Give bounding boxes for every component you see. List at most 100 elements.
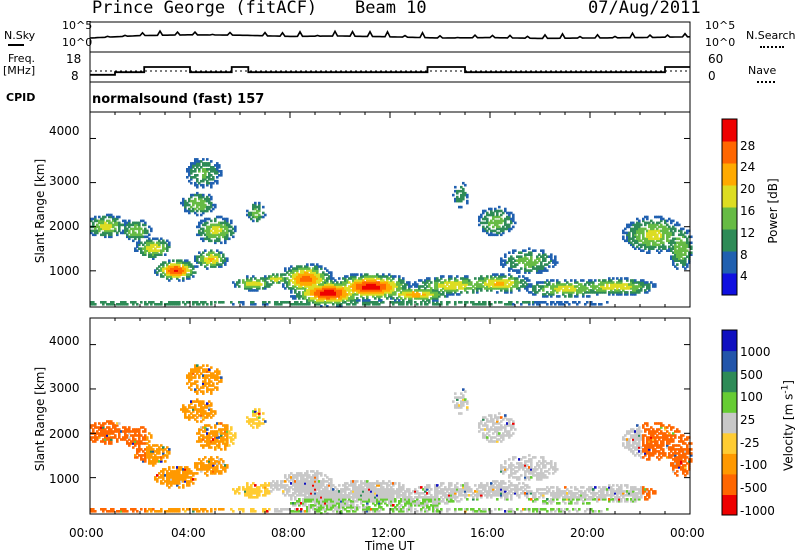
power-cell <box>110 231 113 235</box>
velocity-cell <box>210 390 213 393</box>
power-cell <box>300 285 303 288</box>
velocity-cell <box>216 430 219 433</box>
power-cell <box>442 283 445 286</box>
velocity-cell <box>214 374 217 377</box>
velocity-cell <box>156 458 159 461</box>
power-cell <box>660 225 663 229</box>
power-cell <box>662 227 665 231</box>
velocity-cell <box>202 364 205 367</box>
power-cell <box>314 287 317 290</box>
power-cell <box>158 269 161 272</box>
velocity-cell <box>318 504 321 507</box>
power-cell <box>300 271 303 274</box>
velocity-cell <box>346 504 349 507</box>
power-cell <box>190 273 193 276</box>
nave-label: Nave <box>748 64 777 77</box>
velocity-cell <box>314 494 317 497</box>
power-cell <box>222 253 225 256</box>
velocity-cell <box>178 486 181 489</box>
power-cell <box>466 301 469 304</box>
power-cell <box>158 253 161 256</box>
velocity-cell <box>178 476 181 479</box>
power-cell <box>218 255 221 258</box>
power-cell <box>198 233 201 237</box>
power-cell <box>230 229 233 233</box>
power-cell <box>542 255 545 258</box>
velocity-cell <box>306 508 309 511</box>
power-cell <box>398 295 401 298</box>
power-cell <box>382 279 385 282</box>
power-cell <box>272 281 275 284</box>
power-cell <box>488 283 491 286</box>
power-cell <box>504 259 507 262</box>
power-cell <box>498 227 501 231</box>
power-cell <box>682 249 685 252</box>
power-cell <box>188 275 191 278</box>
power-cell <box>684 249 687 252</box>
power-cell <box>116 233 119 237</box>
velocity-cell <box>272 480 275 483</box>
power-cell <box>658 215 661 219</box>
power-cell <box>420 301 423 304</box>
power-cell <box>318 283 321 286</box>
power-cell <box>162 263 165 266</box>
power-cell <box>488 301 491 304</box>
power-cell <box>376 289 379 292</box>
velocity-cell <box>242 486 245 489</box>
velocity-cell <box>334 506 337 509</box>
power-cell <box>564 291 567 294</box>
velocity-cell <box>286 484 289 487</box>
power-cell <box>452 293 455 296</box>
velocity-cell <box>222 424 225 427</box>
power-cell <box>200 253 203 256</box>
power-cell <box>96 219 99 223</box>
power-cell <box>638 291 641 294</box>
power-cell <box>202 199 205 203</box>
velocity-cell <box>196 366 199 369</box>
power-cell <box>162 267 165 270</box>
velocity-cell <box>190 376 193 379</box>
velocity-cell <box>198 400 201 403</box>
power-cell <box>684 253 687 256</box>
power-cell <box>674 259 677 262</box>
velocity-cell <box>210 416 213 419</box>
power-cell <box>222 255 225 258</box>
velocity-cell <box>212 382 215 385</box>
power-cell <box>446 293 449 296</box>
velocity-cell <box>304 496 307 499</box>
power-cell <box>200 261 203 264</box>
power-cell <box>132 233 135 237</box>
power-cell <box>210 239 213 243</box>
power-cell <box>402 279 405 282</box>
power-cell <box>326 277 329 280</box>
power-cell <box>640 283 643 286</box>
power-cell <box>102 215 105 219</box>
velocity-cell <box>186 476 189 479</box>
power-cell <box>232 231 235 235</box>
power-cell <box>348 277 351 280</box>
velocity-cell <box>312 500 315 503</box>
power-cell <box>336 289 339 292</box>
velocity-cell <box>192 406 195 409</box>
power-cell <box>612 287 615 290</box>
power-cell <box>630 279 633 282</box>
power-cell <box>442 285 445 288</box>
power-cell <box>268 275 271 278</box>
power-cell <box>656 239 659 243</box>
velocity-cell <box>252 490 255 493</box>
power-cell <box>188 166 191 169</box>
velocity-cell <box>342 494 345 497</box>
velocity-cell <box>138 438 141 441</box>
velocity-cell <box>334 490 337 493</box>
power-cell <box>288 281 291 284</box>
power-cell <box>302 273 305 276</box>
velocity-cell <box>216 464 219 467</box>
power-cell <box>390 297 393 300</box>
power-cell <box>478 223 481 227</box>
power-cell <box>378 291 381 294</box>
power-cell <box>498 231 501 235</box>
power-cell <box>184 201 187 205</box>
power-cell <box>314 273 317 276</box>
power-cell <box>98 229 101 233</box>
power-cell <box>474 277 477 280</box>
